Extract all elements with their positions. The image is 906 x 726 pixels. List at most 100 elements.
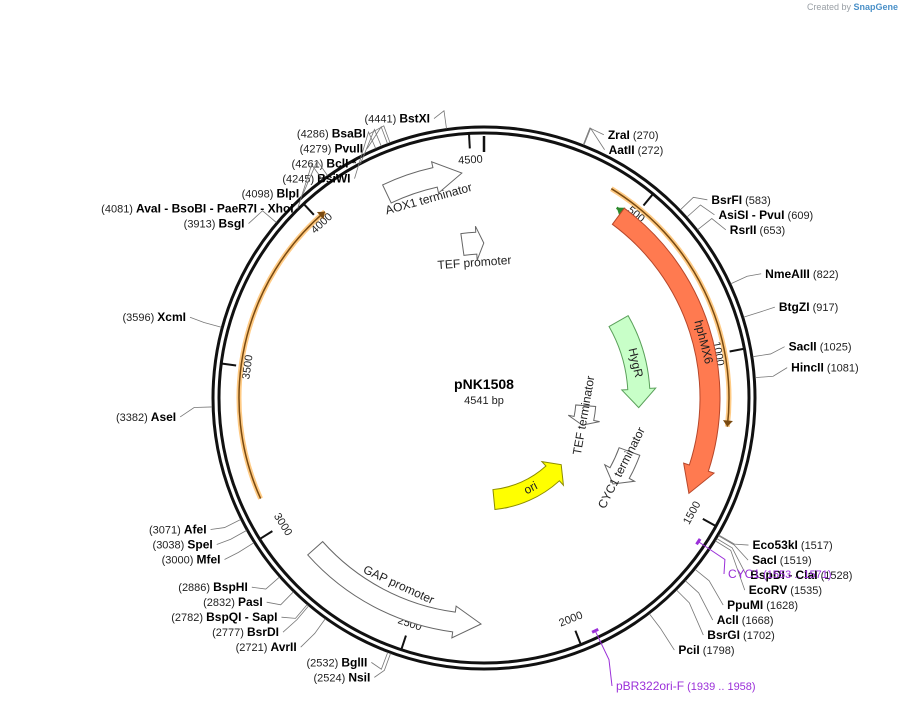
- primers: CYC1 (1553 .. 1571) pBR322ori-F (1939 .. …: [591, 538, 832, 693]
- site-position: (1702): [740, 630, 775, 642]
- site-label-spei[interactable]: (3038) SpeI: [153, 538, 213, 552]
- site-label-aatii[interactable]: AatII (272): [609, 143, 664, 157]
- site-label-bspqi-sapi[interactable]: (2782) BspQI - SapI: [171, 610, 277, 624]
- site-name: AseI: [151, 410, 176, 424]
- site-label-bsrdi[interactable]: (2777) BsrDI: [212, 625, 279, 639]
- tick-mark-3500: [222, 362, 237, 367]
- feature-hygr[interactable]: [608, 314, 657, 409]
- site-position: (3038): [153, 540, 188, 552]
- site-label-blpi[interactable]: (4098) BlpI: [242, 187, 300, 201]
- site-label-pasi[interactable]: (2832) PasI: [203, 595, 263, 609]
- site-label-xcmi[interactable]: (3596) XcmI: [122, 310, 186, 324]
- orf-left-arc-halo: [236, 209, 327, 500]
- site-label-acli[interactable]: AclI (1668): [717, 613, 774, 627]
- primer-name: pBR322ori-F: [616, 679, 684, 693]
- site-label-rsrii[interactable]: RsrII (653): [730, 223, 785, 237]
- site-position: (2777): [212, 627, 247, 639]
- site-position: (272): [635, 145, 664, 157]
- site-name: MfeI: [197, 553, 221, 567]
- site-name: BsiWI: [317, 172, 350, 186]
- site-leader-bglii: [371, 652, 389, 670]
- site-label-btgzi[interactable]: BtgZI (917): [779, 300, 838, 314]
- feature-ori[interactable]: [492, 460, 565, 511]
- site-label-avrii[interactable]: (2721) AvrII: [236, 640, 297, 654]
- tick-label-4500: 4500: [458, 154, 483, 167]
- tick-mark-2500: [400, 635, 407, 650]
- feature-teft[interactable]: [567, 404, 600, 426]
- feature-tefp[interactable]: [460, 225, 485, 261]
- feature-cyc1[interactable]: [603, 447, 641, 485]
- site-label-pvuii[interactable]: (4279) PvuII: [300, 142, 364, 156]
- site-name: PciI: [678, 643, 699, 657]
- site-label-bsphi[interactable]: (2886) BspHI: [178, 580, 248, 594]
- site-label-bsrgi[interactable]: BsrGI (1702): [707, 628, 775, 642]
- site-leader-blpi: [302, 159, 328, 194]
- site-label-zrai[interactable]: ZraI (270): [608, 128, 659, 142]
- site-label-saci[interactable]: SacI (1519): [752, 553, 812, 567]
- site-label-bglii[interactable]: (2532) BglII: [306, 655, 367, 669]
- tick-mark-4000: [303, 203, 315, 216]
- site-label-nmeaiii[interactable]: NmeAIII (822): [765, 267, 838, 281]
- site-name: PasI: [238, 595, 263, 609]
- site-position: (270): [630, 130, 659, 142]
- site-label-bsrfi[interactable]: BsrFI (583): [711, 193, 770, 207]
- site-label-ppumi[interactable]: PpuMI (1628): [727, 598, 798, 612]
- site-label-asei[interactable]: (3382) AseI: [116, 410, 176, 424]
- site-name: BspHI: [213, 580, 248, 594]
- site-position: (3913): [184, 219, 219, 231]
- feature-gap[interactable]: [307, 540, 483, 639]
- site-name: AclI: [717, 613, 739, 627]
- site-label-bcli[interactable]: (4261) BclI *: [292, 157, 357, 171]
- site-leader-bsrgi: [676, 589, 704, 636]
- primer-pbr322ori-f[interactable]: [591, 627, 599, 634]
- site-position: (4245): [282, 174, 317, 186]
- site-name: SpeI: [187, 538, 212, 552]
- site-name: AvaI - BsoBI - PaeR7I - XhoI: [136, 202, 294, 216]
- site-leader-acli: [685, 580, 714, 621]
- site-leader-xcmi: [189, 316, 222, 328]
- site-leader-bsrdi: [282, 605, 309, 633]
- site-label-bstxi[interactable]: (4441) BstXI: [364, 112, 430, 126]
- snapgene-credit: Created by SnapGene: [807, 2, 898, 12]
- site-name: RsrII: [730, 223, 757, 237]
- site-label-ecorv[interactable]: EcoRV (1535): [749, 583, 822, 597]
- site-label-nsii[interactable]: (2524) NsiI: [313, 670, 370, 684]
- site-leader-eco53ki: [718, 534, 749, 546]
- site-label-bspdi-clai[interactable]: BspDI - ClaI (1528): [750, 568, 852, 582]
- site-name: PvuII: [334, 142, 363, 156]
- site-position: (822): [810, 269, 839, 281]
- primer-label-pbr322ori-f[interactable]: pBR322ori-F (1939 .. 1958): [616, 679, 756, 693]
- site-leader-bsabi: [369, 125, 391, 143]
- site-leader-saci: [718, 535, 749, 561]
- site-label-pcii[interactable]: PciI (1798): [678, 643, 734, 657]
- site-label-hincii[interactable]: HincII (1081): [791, 361, 859, 375]
- site-position: (583): [742, 195, 771, 207]
- site-label-eco53ki[interactable]: Eco53kI (1517): [752, 538, 832, 552]
- site-name: AsiSI - PvuI: [718, 208, 784, 222]
- site-name: BlpI: [276, 187, 299, 201]
- feature-aox1[interactable]: [381, 160, 463, 204]
- primer-name: CYC1: [728, 567, 760, 581]
- orf-left-arc: [238, 211, 326, 499]
- tick-mark-4500: [468, 134, 471, 149]
- site-position: (2721): [236, 642, 271, 654]
- site-label-bsgi[interactable]: (3913) BsgI: [184, 217, 245, 231]
- site-name: NmeAIII: [765, 267, 810, 281]
- primer-cyc1-primer[interactable]: [695, 538, 702, 546]
- backbone-outer-ring: [211, 125, 757, 671]
- orf-left-arc-arrowhead: [316, 211, 325, 220]
- site-name: BspDI - ClaI: [750, 568, 817, 582]
- site-label-afei[interactable]: (3071) AfeI: [149, 523, 207, 537]
- site-label-sacii[interactable]: SacII (1025): [789, 340, 852, 354]
- tick-mark-1000: [729, 347, 744, 353]
- site-leader-bspdi-clai: [716, 538, 747, 576]
- site-leader-bcli: [360, 128, 382, 164]
- site-name: BtgZI: [779, 300, 810, 314]
- site-label-bsiwi[interactable]: (4245) BsiWI: [282, 172, 350, 186]
- site-label-asisi-pvui[interactable]: AsiSI - PvuI (609): [718, 208, 813, 222]
- site-label-bsabi[interactable]: (4286) BsaBI: [297, 127, 366, 141]
- site-label-avai-bsobi-paer7i-xhoi[interactable]: (4081) AvaI - BsoBI - PaeR7I - XhoI: [101, 202, 293, 216]
- primer-label-cyc1-primer[interactable]: CYC1 (1553 .. 1571): [728, 567, 832, 581]
- site-label-mfei[interactable]: (3000) MfeI: [162, 553, 221, 567]
- feature-hphmx6[interactable]: [611, 207, 721, 495]
